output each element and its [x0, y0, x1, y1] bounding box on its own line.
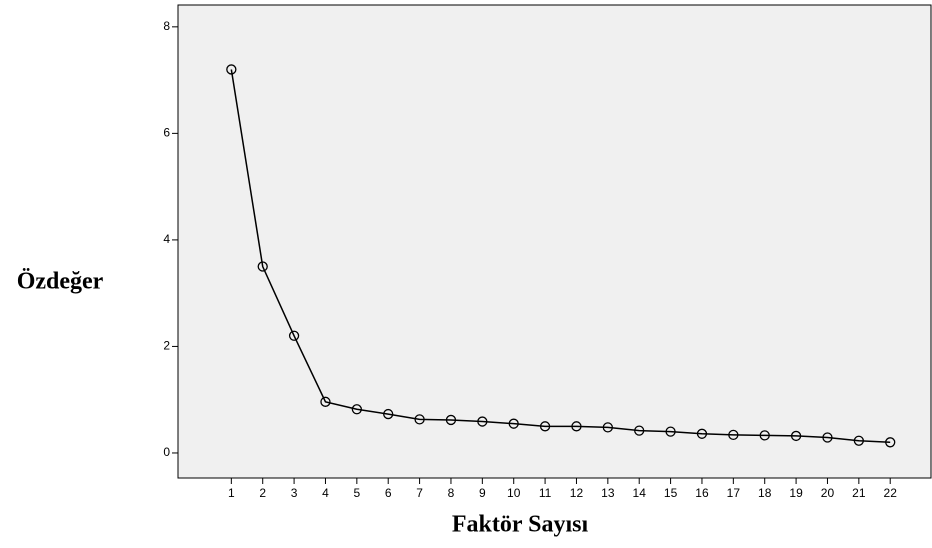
point [539, 421, 551, 432]
x-tick-label: 11 [539, 486, 552, 500]
x-axis-title: Faktör Sayısı [452, 512, 589, 538]
x-tick-label: 15 [664, 486, 678, 500]
x-tick-label: 1 [228, 486, 235, 500]
y-tick-label: 0 [163, 445, 170, 459]
y-axis-title: Özdeğer [17, 269, 104, 295]
x-tick-label: 19 [789, 486, 803, 500]
x-tick-label: 2 [259, 486, 266, 500]
x-tick-label: 21 [852, 486, 866, 500]
x-tick-label: 13 [601, 486, 615, 500]
point [602, 422, 613, 433]
x-tick-label: 18 [758, 486, 772, 500]
x-tick-label: 8 [448, 486, 455, 500]
y-tick-label: 6 [163, 126, 170, 140]
point [853, 435, 864, 446]
point [822, 432, 833, 443]
x-tick-label: 22 [884, 486, 898, 500]
point [383, 408, 394, 420]
point [696, 428, 708, 439]
x-tick-label: 5 [353, 486, 360, 500]
point [414, 414, 425, 425]
point [790, 430, 802, 442]
x-tick-label: 6 [385, 486, 392, 500]
point [320, 396, 331, 407]
point [226, 64, 237, 75]
x-tick-label: 12 [570, 486, 584, 500]
point [445, 414, 457, 426]
x-tick-label: 14 [633, 486, 647, 500]
x-tick-label: 9 [479, 486, 486, 500]
point [759, 430, 770, 441]
point [728, 429, 739, 441]
point [477, 416, 488, 427]
x-tick-label: 20 [821, 486, 835, 500]
y-tick-label: 2 [163, 339, 170, 353]
line [230, 69, 891, 444]
x-tick-label: 7 [416, 486, 423, 500]
point [634, 425, 645, 436]
x-tick-label: 16 [695, 486, 709, 500]
x-tick-label: 4 [322, 486, 329, 500]
plot-area [177, 4, 932, 479]
x-tick-label: 17 [727, 486, 741, 500]
y-tick-label: 4 [163, 232, 170, 246]
x-tick-label: 10 [507, 486, 521, 500]
point [508, 418, 519, 429]
point [571, 421, 582, 432]
y-tick-label: 8 [163, 19, 170, 33]
point [885, 437, 896, 448]
x-tick-label: 3 [291, 486, 298, 500]
point [257, 261, 268, 272]
point [351, 404, 362, 415]
point [288, 330, 300, 341]
point [665, 426, 676, 437]
